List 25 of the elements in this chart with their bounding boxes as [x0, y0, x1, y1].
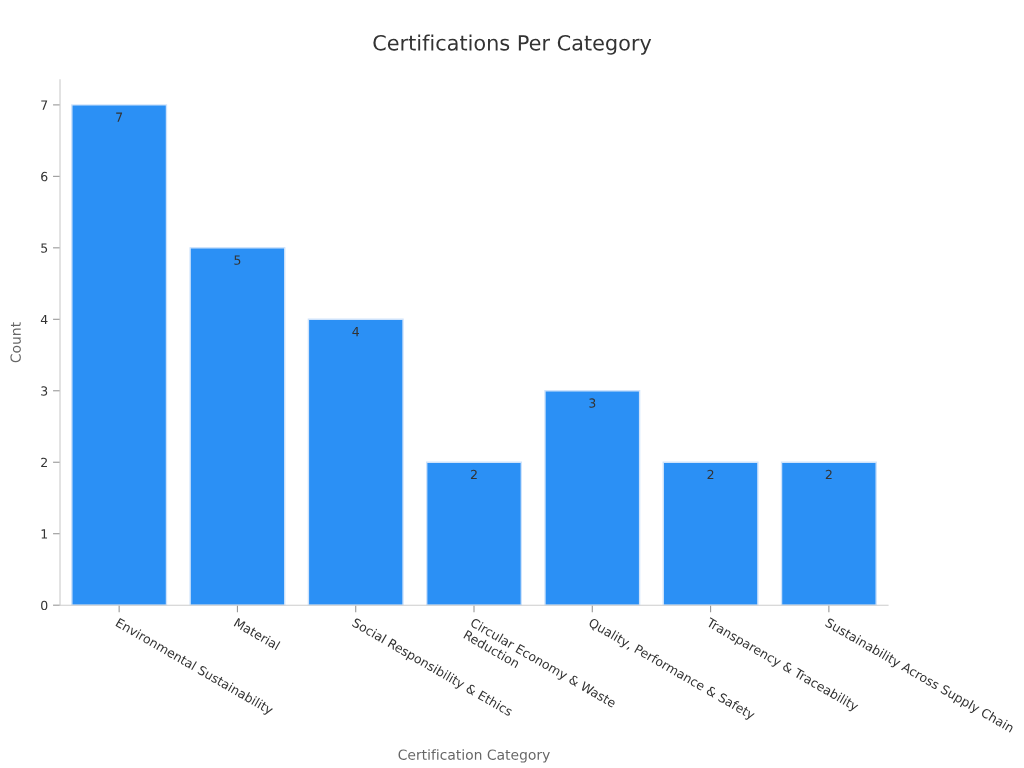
y-tick-label: 0: [41, 600, 48, 611]
data-label: 4: [352, 327, 359, 337]
y-tick-label: 3: [41, 386, 48, 396]
data-label: 2: [470, 469, 477, 480]
bar: [544, 390, 641, 606]
data-label: 5: [234, 255, 241, 265]
y-tick-label: 2: [41, 457, 47, 467]
bar: [307, 318, 404, 606]
y-tick-label: 6: [41, 171, 48, 182]
bar: [662, 461, 759, 606]
data-label: 3: [589, 398, 596, 408]
y-tick-label: 4: [40, 314, 48, 325]
bar: [425, 461, 523, 606]
y-tick-label: 1: [41, 529, 48, 539]
y-tick-label: 7: [41, 100, 48, 110]
y-tick-label: 5: [41, 243, 48, 253]
bar: [780, 461, 877, 606]
chart-title: Certifications Per Category: [373, 34, 652, 55]
data-label: 7: [116, 112, 123, 122]
data-label: 2: [707, 469, 714, 480]
y-axis-title: Count: [10, 322, 21, 363]
x-axis-title: Certification Category: [398, 749, 550, 763]
bar: [71, 104, 168, 606]
data-label: 2: [825, 469, 832, 480]
bar: [189, 247, 286, 606]
